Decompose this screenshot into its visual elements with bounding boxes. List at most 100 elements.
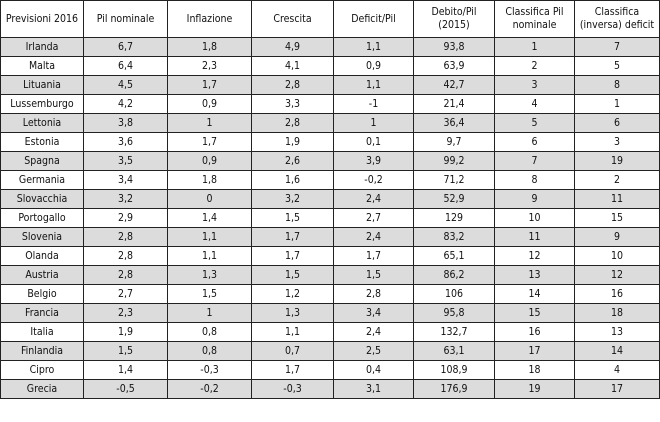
deficit-gdp-cell: 3,4 (333, 303, 414, 323)
inflation-cell: 0 (167, 189, 252, 209)
nominal-gdp-rank-cell: 10 (494, 208, 575, 228)
country-cell: Lettonia (0, 113, 84, 133)
growth-cell: 1,5 (251, 265, 334, 285)
debt-gdp-cell: 65,1 (413, 246, 495, 266)
deficit-gdp-cell: 1,1 (333, 37, 414, 57)
deficit-rank-cell: 18 (574, 303, 660, 323)
deficit-gdp-cell: 2,7 (333, 208, 414, 228)
deficit-rank-cell: 4 (574, 360, 660, 380)
inflation-cell: 1,8 (167, 37, 252, 57)
debt-gdp-cell: 86,2 (413, 265, 495, 285)
country-cell: Austria (0, 265, 84, 285)
country-cell: Portogallo (0, 208, 84, 228)
country-cell: Finlandia (0, 341, 84, 361)
deficit-rank-cell: 5 (574, 56, 660, 76)
debt-gdp-cell: 129 (413, 208, 495, 228)
table-header: Previsioni 2016 Pil nominale Inflazione Cre… (0, 0, 660, 38)
growth-column-header: Crescita (251, 0, 334, 38)
debt-gdp-cell: 36,4 (413, 113, 495, 133)
nominal-gdp-cell: 6,7 (83, 37, 168, 57)
inflation-cell: 0,9 (167, 151, 252, 171)
deficit-rank-cell: 2 (574, 170, 660, 190)
deficit-gdp-cell: 1,5 (333, 265, 414, 285)
nominal-gdp-cell: 2,8 (83, 246, 168, 266)
debt-gdp-cell: 106 (413, 284, 495, 304)
deficit-gdp-cell: 0,1 (333, 132, 414, 152)
inflation-cell: 1,1 (167, 227, 252, 247)
nominal-gdp-rank-cell: 1 (494, 37, 575, 57)
inflation-column-header: Inflazione (167, 0, 252, 38)
nominal-gdp-cell: 2,8 (83, 265, 168, 285)
deficit-gdp-cell: 2,4 (333, 189, 414, 209)
country-cell: Irlanda (0, 37, 84, 57)
country-cell: Slovenia (0, 227, 84, 247)
nominal-gdp-cell: 2,7 (83, 284, 168, 304)
growth-cell: 1,5 (251, 208, 334, 228)
nominal-gdp-cell: 1,4 (83, 360, 168, 380)
table-row: Cipro 1,4 -0,3 1,7 0,4 108,9 18 4 (0, 360, 660, 380)
inflation-cell: 0,9 (167, 94, 252, 114)
deficit-rank-cell: 3 (574, 132, 660, 152)
nominal-gdp-rank-cell: 12 (494, 246, 575, 266)
inflation-cell: -0,2 (167, 379, 252, 399)
inflation-cell: -0,3 (167, 360, 252, 380)
deficit-gdp-cell: -1 (333, 94, 414, 114)
country-cell: Germania (0, 170, 84, 190)
table-body: Irlanda 6,7 1,8 4,9 1,1 93,8 1 7 Malta 6,4 2,3 4,1 0… (0, 37, 660, 399)
growth-cell: 1,7 (251, 246, 334, 266)
deficit-gdp-cell: 3,9 (333, 151, 414, 171)
header-row: Previsioni 2016 Pil nominale Inflazione Cre… (0, 0, 660, 38)
table-row: Lussemburgo 4,2 0,9 3,3 -1 21,4 4 1 (0, 94, 660, 114)
nominal-gdp-rank-cell: 19 (494, 379, 575, 399)
deficit-rank-cell: 17 (574, 379, 660, 399)
debt-gdp-cell: 63,1 (413, 341, 495, 361)
table-row: Austria 2,8 1,3 1,5 1,5 86,2 13 12 (0, 265, 660, 285)
table-row: Irlanda 6,7 1,8 4,9 1,1 93,8 1 7 (0, 37, 660, 57)
inflation-cell: 1 (167, 303, 252, 323)
deficit-gdp-cell: 1,1 (333, 75, 414, 95)
deficit-gdp-cell: 2,8 (333, 284, 414, 304)
growth-cell: 1,7 (251, 360, 334, 380)
deficit-gdp-cell: 2,4 (333, 227, 414, 247)
inflation-cell: 1,7 (167, 75, 252, 95)
deficit-rank-cell: 16 (574, 284, 660, 304)
nominal-gdp-rank-cell: 5 (494, 113, 575, 133)
table-row: Francia 2,3 1 1,3 3,4 95,8 15 18 (0, 303, 660, 323)
deficit-gdp-cell: 2,5 (333, 341, 414, 361)
table-row: Slovacchia 3,2 0 3,2 2,4 52,9 9 11 (0, 189, 660, 209)
nominal-gdp-column-header: Pil nominale (83, 0, 168, 38)
nominal-gdp-rank-cell: 15 (494, 303, 575, 323)
inflation-cell: 2,3 (167, 56, 252, 76)
inflation-cell: 1,1 (167, 246, 252, 266)
debt-gdp-cell: 132,7 (413, 322, 495, 342)
inflation-cell: 1,3 (167, 265, 252, 285)
country-cell: Italia (0, 322, 84, 342)
debt-gdp-cell: 21,4 (413, 94, 495, 114)
debt-gdp-cell: 63,9 (413, 56, 495, 76)
debt-gdp-cell: 83,2 (413, 227, 495, 247)
growth-cell: 1,1 (251, 322, 334, 342)
deficit-gdp-cell: 2,4 (333, 322, 414, 342)
growth-cell: 4,1 (251, 56, 334, 76)
deficit-rank-cell: 13 (574, 322, 660, 342)
deficit-gdp-cell: 3,1 (333, 379, 414, 399)
nominal-gdp-cell: 3,6 (83, 132, 168, 152)
inflation-cell: 1,4 (167, 208, 252, 228)
inflation-cell: 0,8 (167, 322, 252, 342)
debt-gdp-cell: 9,7 (413, 132, 495, 152)
nominal-gdp-rank-cell: 7 (494, 151, 575, 171)
nominal-gdp-rank-cell: 3 (494, 75, 575, 95)
nominal-gdp-cell: 3,5 (83, 151, 168, 171)
table-row: Olanda 2,8 1,1 1,7 1,7 65,1 12 10 (0, 246, 660, 266)
deficit-rank-column-header: Classifica (inversa) deficit (574, 0, 660, 38)
nominal-gdp-cell: 4,2 (83, 94, 168, 114)
inflation-cell: 1 (167, 113, 252, 133)
debt-gdp-cell: 176,9 (413, 379, 495, 399)
nominal-gdp-rank-cell: 18 (494, 360, 575, 380)
nominal-gdp-rank-cell: 4 (494, 94, 575, 114)
country-cell: Estonia (0, 132, 84, 152)
deficit-rank-cell: 12 (574, 265, 660, 285)
table-row: Grecia -0,5 -0,2 -0,3 3,1 176,9 19 17 (0, 379, 660, 399)
growth-cell: 3,3 (251, 94, 334, 114)
